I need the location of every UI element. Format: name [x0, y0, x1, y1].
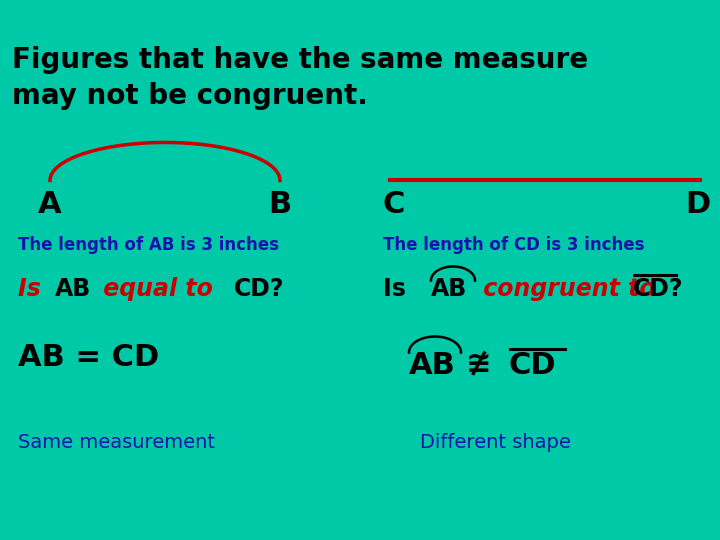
Text: D: D	[685, 191, 710, 219]
Text: C: C	[383, 191, 405, 219]
Text: CD?: CD?	[633, 276, 683, 300]
Text: congruent to: congruent to	[475, 276, 664, 300]
Text: AB: AB	[409, 350, 456, 380]
Text: Is: Is	[383, 276, 414, 300]
Text: Same measurement: Same measurement	[18, 433, 215, 451]
Text: CD?: CD?	[234, 276, 284, 300]
Text: Figures that have the same measure: Figures that have the same measure	[12, 46, 588, 75]
Text: CD: CD	[508, 350, 556, 380]
Text: AB: AB	[55, 276, 91, 300]
Text: A: A	[38, 191, 62, 219]
Text: Is: Is	[18, 276, 49, 300]
Text: AB = CD: AB = CD	[18, 342, 159, 372]
Text: ≇: ≇	[466, 350, 492, 380]
Text: B: B	[268, 191, 291, 219]
Text: The length of AB is 3 inches: The length of AB is 3 inches	[18, 237, 279, 254]
Text: Different shape: Different shape	[420, 433, 571, 451]
Text: The length of CD is 3 inches: The length of CD is 3 inches	[383, 237, 644, 254]
Text: may not be congruent.: may not be congruent.	[12, 83, 368, 110]
Text: equal to: equal to	[95, 276, 221, 300]
Text: AB: AB	[431, 276, 467, 300]
